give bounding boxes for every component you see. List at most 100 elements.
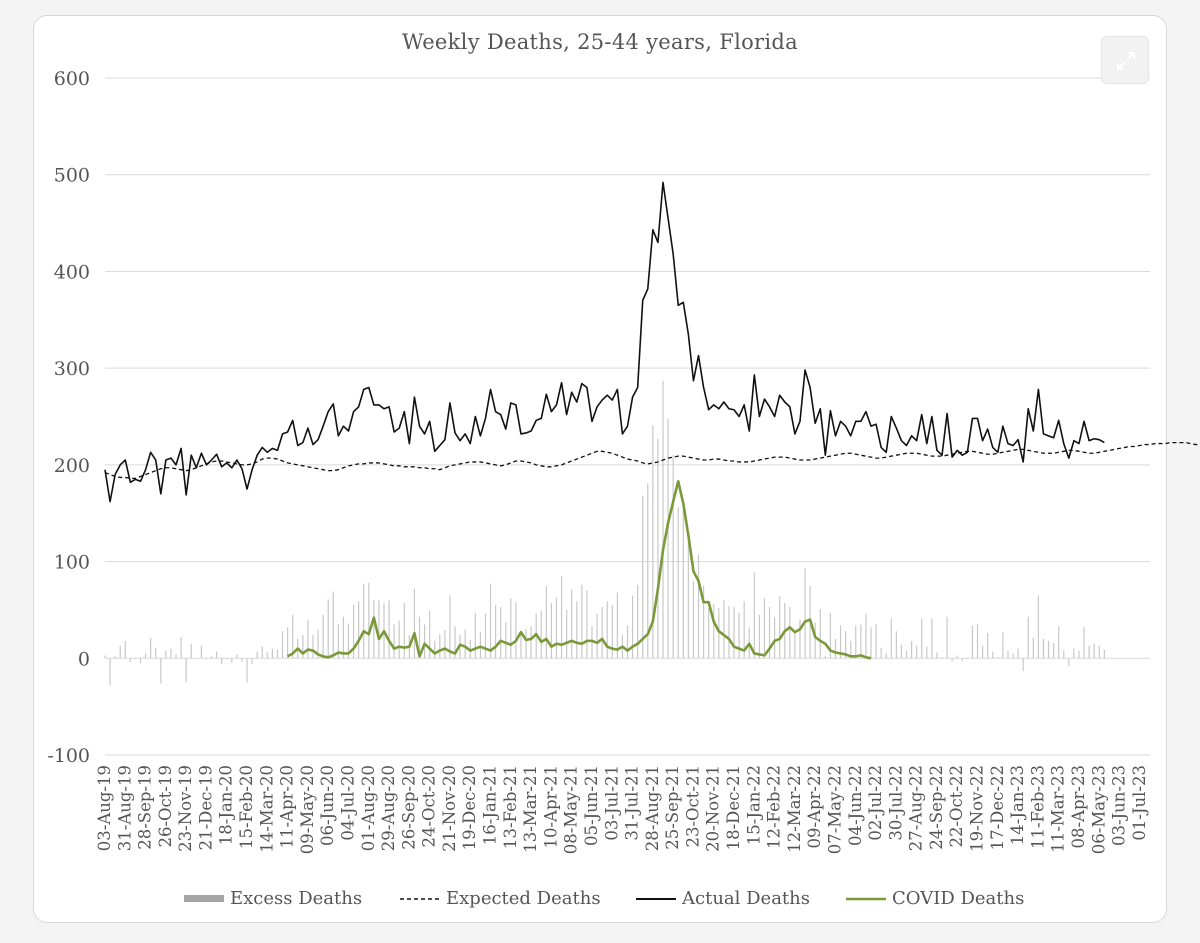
x-tick-label: 03-Jul-21 (602, 765, 621, 841)
excess-bar (418, 616, 421, 659)
excess-bar (104, 655, 106, 659)
excess-bar (708, 607, 710, 659)
excess-bar (271, 648, 274, 659)
excess-bar (292, 614, 294, 659)
excess-bar (281, 631, 284, 659)
expected-deaths-line (104, 441, 1200, 480)
excess-bar (997, 657, 999, 659)
excess-bar (109, 658, 111, 686)
excess-bar (434, 640, 436, 659)
excess-bar (657, 438, 659, 659)
excess-bar (515, 602, 517, 659)
excess-bar (616, 592, 618, 659)
y-tick-label: 500 (54, 165, 90, 187)
x-tick-label: 13-Mar-21 (521, 765, 540, 853)
excess-bar (799, 619, 801, 659)
excess-bar (540, 610, 542, 659)
excess-bar (611, 605, 613, 659)
legend-item-expected[interactable]: Expected Deaths (400, 888, 601, 909)
legend-item-covid[interactable]: COVID Deaths (846, 888, 1024, 909)
excess-bar (941, 657, 943, 659)
expand-button[interactable] (1101, 36, 1149, 84)
x-tick-label: 08-Apr-23 (1069, 765, 1088, 849)
excess-bar (327, 599, 329, 659)
excess-bar (987, 633, 989, 659)
excess-bar (403, 603, 405, 659)
x-tick-label: 07-May-22 (826, 765, 845, 854)
excess-bar (946, 616, 948, 659)
excess-bar (337, 624, 339, 659)
excess-bar (510, 598, 512, 659)
legend-item-excess[interactable]: Excess Deaths (184, 888, 362, 909)
excess-bar (134, 658, 137, 660)
excess-bar (936, 652, 938, 659)
excess-bar (1017, 648, 1019, 659)
excess-bar (175, 654, 177, 659)
excess-bar (1088, 645, 1090, 659)
excess-bar (144, 653, 147, 659)
excess-bar (687, 535, 689, 659)
x-tick-label: 12-Mar-22 (785, 765, 804, 853)
excess-bar (606, 601, 608, 659)
excess-bar (413, 588, 416, 659)
excess-bar (150, 637, 152, 659)
excess-bar (550, 603, 553, 659)
excess-bar (388, 600, 390, 659)
x-tick-label: 14-Jan-23 (1008, 765, 1027, 845)
x-tick-label: 12-Feb-22 (765, 765, 784, 849)
excess-bar (363, 583, 365, 659)
excess-bar (682, 504, 684, 659)
excess-bar (845, 631, 847, 659)
x-tick-label: 31-Aug-19 (115, 765, 134, 851)
excess-bar (900, 644, 903, 659)
excess-bar (631, 595, 634, 659)
excess-bar (956, 655, 958, 659)
x-tick-label: 26-Oct-19 (156, 765, 175, 848)
x-tick-label: 21-Nov-20 (440, 765, 459, 852)
expand-icon (1117, 52, 1135, 70)
excess-bar (423, 624, 426, 659)
excess-bar (921, 618, 923, 659)
legend-item-actual[interactable]: Actual Deaths (636, 888, 810, 909)
excess-bar (829, 612, 832, 659)
x-tick-label: 21-Dec-19 (197, 765, 216, 850)
x-tick-label: 24-Oct-20 (420, 765, 439, 848)
excess-bar (474, 612, 476, 659)
excess-bar (885, 653, 887, 659)
excess-bar (489, 583, 492, 659)
x-tick-label: 17-Dec-22 (988, 765, 1007, 850)
x-tick-label: 03-Aug-19 (95, 765, 114, 851)
excess-bar (155, 647, 157, 659)
excess-bar (236, 654, 238, 659)
excess-bar (165, 650, 167, 659)
excess-bar (378, 600, 380, 659)
x-tick-label: 15-Feb-20 (237, 765, 256, 849)
excess-bar (971, 625, 974, 659)
x-tick-label: 10-Apr-21 (541, 765, 560, 849)
legend-label-excess: Excess Deaths (230, 888, 363, 909)
excess-bar (307, 619, 309, 659)
excess-bar (566, 609, 568, 659)
excess-bar (216, 651, 218, 659)
excess-bar (246, 658, 248, 683)
excess-bar (352, 605, 355, 659)
legend-label-covid: COVID Deaths (892, 888, 1025, 909)
excess-bar (860, 624, 862, 659)
excess-bar (429, 610, 431, 659)
x-tick-label: 09-May-20 (298, 765, 317, 854)
x-tick-label: 09-Apr-22 (805, 765, 824, 849)
excess-bar (865, 613, 867, 659)
excess-bar (743, 601, 745, 659)
x-tick-label: 11-Apr-20 (278, 765, 297, 849)
excess-bar (667, 418, 669, 659)
excess-bar (951, 658, 953, 662)
excess-bar (505, 622, 507, 659)
excess-bar (890, 618, 892, 659)
excess-bar (586, 590, 588, 659)
excess-bar (124, 640, 126, 659)
excess-bar (850, 640, 852, 659)
excess-bar (221, 658, 223, 665)
excess-bar (763, 598, 766, 659)
excess-bar (1073, 648, 1075, 659)
excess-bar (342, 616, 345, 659)
